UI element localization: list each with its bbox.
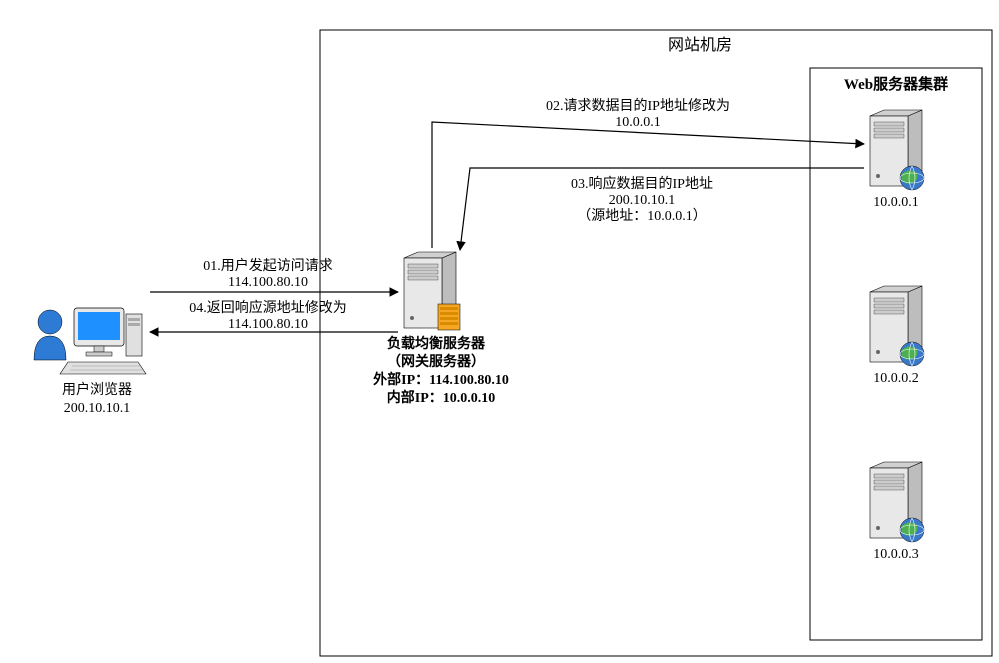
lb-ext-ip: 外部IP：114.100.80.10 bbox=[336, 372, 546, 390]
lb-title: 负载均衡服务器 bbox=[356, 336, 516, 354]
web-server-1-icon bbox=[870, 110, 924, 190]
user-ip: 200.10.10.1 bbox=[42, 400, 152, 418]
flow-04-line2: 114.100.80.10 bbox=[158, 316, 378, 334]
flow-01-line2: 114.100.80.10 bbox=[168, 274, 368, 292]
lb-subtitle: （网关服务器） bbox=[356, 354, 516, 372]
load-balancer-icon bbox=[404, 252, 460, 330]
server-2-ip: 10.0.0.2 bbox=[846, 370, 946, 388]
lb-int-ip: 内部IP：10.0.0.10 bbox=[336, 390, 546, 408]
flow-02-line2: 10.0.0.1 bbox=[508, 114, 768, 132]
datacenter-title: 网站机房 bbox=[620, 36, 780, 57]
cluster-title: Web服务器集群 bbox=[814, 76, 978, 96]
user-client-icon bbox=[34, 308, 146, 374]
web-server-2-icon bbox=[870, 286, 924, 366]
flow-03-line3: （源地址：10.0.0.1） bbox=[532, 208, 752, 226]
web-server-3-icon bbox=[870, 462, 924, 542]
server-1-ip: 10.0.0.1 bbox=[846, 194, 946, 212]
server-3-ip: 10.0.0.3 bbox=[846, 546, 946, 564]
user-label: 用户浏览器 bbox=[42, 382, 152, 400]
